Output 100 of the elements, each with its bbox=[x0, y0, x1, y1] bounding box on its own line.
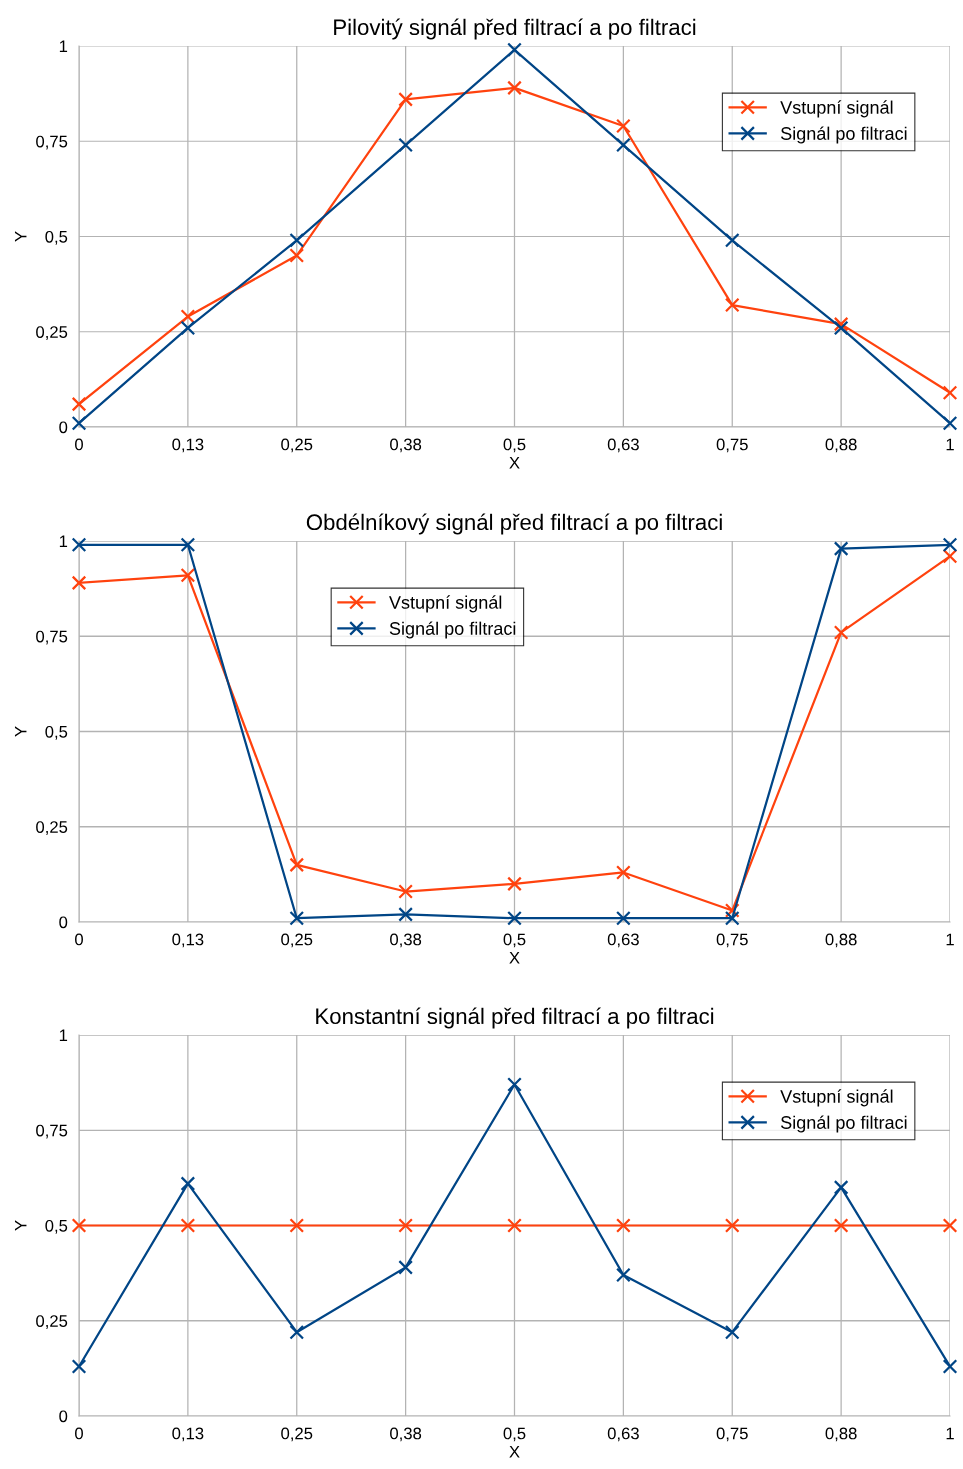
y-tick-label: 1 bbox=[59, 1029, 68, 1042]
point bbox=[71, 537, 87, 553]
x-tick-label: 0 bbox=[75, 933, 83, 946]
x-tick-label: 0 bbox=[75, 438, 83, 451]
x-tick-label: 1 bbox=[946, 1427, 954, 1440]
x-tick-label: 0,5 bbox=[503, 933, 526, 948]
chart-title: Konstantní signál před filtrací a po filtraci bbox=[316, 1007, 714, 1029]
y-tick-label: 0,75 bbox=[36, 135, 68, 150]
point bbox=[398, 907, 413, 922]
point bbox=[507, 42, 522, 58]
point bbox=[398, 884, 413, 899]
point bbox=[180, 567, 196, 583]
x-tick-label: 0,25 bbox=[281, 1427, 313, 1442]
point bbox=[724, 297, 740, 313]
point bbox=[289, 248, 305, 263]
point bbox=[180, 1218, 196, 1233]
point bbox=[833, 625, 849, 640]
point bbox=[942, 1359, 958, 1374]
y-tick-label: 1 bbox=[59, 40, 68, 53]
point bbox=[180, 1176, 196, 1191]
point bbox=[507, 876, 522, 892]
point bbox=[507, 910, 522, 926]
point bbox=[724, 910, 740, 926]
x-tick-label: 0 bbox=[75, 1427, 83, 1440]
y-tick-label: 0 bbox=[59, 421, 68, 434]
point bbox=[398, 91, 413, 107]
point bbox=[180, 320, 196, 336]
x-tick-label: 0,5 bbox=[503, 1427, 526, 1442]
x-axis-title: X bbox=[509, 1446, 520, 1458]
x-tick-label: 1 bbox=[946, 438, 954, 451]
x-tick-label: 0,75 bbox=[716, 438, 748, 453]
y-tick-label: 0,25 bbox=[36, 821, 68, 835]
x-axis-title: X bbox=[509, 952, 520, 964]
point bbox=[398, 1218, 413, 1233]
y-tick-label: 0,5 bbox=[45, 725, 68, 740]
point bbox=[71, 1359, 87, 1374]
x-tick-label: 0,38 bbox=[390, 933, 422, 948]
legend-label: Signál po filtraci bbox=[780, 1115, 907, 1133]
y-axis-title: Y bbox=[14, 231, 27, 242]
x-tick-label: 0,88 bbox=[825, 933, 857, 948]
point bbox=[616, 1218, 631, 1233]
point bbox=[71, 575, 87, 591]
y-tick-label: 0,25 bbox=[36, 326, 68, 340]
y-axis-title: Y bbox=[14, 726, 27, 737]
point bbox=[289, 857, 305, 873]
point bbox=[942, 537, 958, 553]
x-tick-label: 1 bbox=[946, 933, 954, 946]
point bbox=[942, 415, 958, 431]
legend-label: Signál po filtraci bbox=[389, 621, 516, 639]
x-tick-label: 0,63 bbox=[607, 438, 639, 453]
point bbox=[833, 541, 849, 556]
point bbox=[724, 232, 740, 248]
legend-label: Vstupní signál bbox=[780, 100, 893, 118]
point bbox=[289, 910, 305, 926]
x-tick-label: 0,88 bbox=[825, 1427, 857, 1442]
legend-label: Vstupní signál bbox=[780, 1089, 893, 1107]
x-tick-label: 0,63 bbox=[607, 1427, 639, 1442]
x-axis-title: X bbox=[509, 457, 520, 469]
point bbox=[942, 385, 958, 401]
point bbox=[616, 865, 631, 880]
point bbox=[71, 415, 87, 431]
x-tick-label: 0,13 bbox=[172, 1427, 204, 1442]
point bbox=[180, 537, 196, 553]
x-tick-label: 0,13 bbox=[172, 438, 204, 453]
point bbox=[616, 910, 631, 926]
point bbox=[289, 1218, 305, 1233]
point bbox=[833, 316, 849, 332]
point bbox=[616, 118, 631, 134]
x-tick-label: 0,38 bbox=[390, 438, 422, 453]
x-tick-label: 0,75 bbox=[716, 1427, 748, 1442]
y-tick-label: 0 bbox=[59, 1410, 68, 1423]
point bbox=[616, 1267, 631, 1283]
point bbox=[289, 232, 305, 248]
point bbox=[942, 1218, 958, 1233]
point bbox=[833, 1218, 849, 1233]
x-tick-label: 0,63 bbox=[607, 933, 639, 948]
y-tick-label: 1 bbox=[59, 535, 68, 548]
point bbox=[71, 1218, 87, 1233]
point bbox=[507, 1218, 522, 1233]
x-tick-label: 0,5 bbox=[503, 438, 526, 453]
point bbox=[180, 309, 196, 324]
y-tick-label: 0,75 bbox=[36, 630, 68, 645]
point bbox=[724, 1218, 740, 1233]
point bbox=[507, 80, 522, 96]
y-tick-label: 0,75 bbox=[36, 1124, 68, 1139]
point bbox=[398, 1260, 413, 1275]
point bbox=[833, 1180, 849, 1195]
x-tick-label: 0,88 bbox=[825, 438, 857, 453]
point bbox=[724, 1324, 740, 1340]
point bbox=[833, 320, 849, 336]
y-tick-label: 0 bbox=[59, 916, 68, 929]
point bbox=[507, 1077, 522, 1092]
x-tick-label: 0,75 bbox=[716, 933, 748, 948]
x-tick-label: 0,25 bbox=[281, 438, 313, 453]
point bbox=[398, 137, 413, 153]
point bbox=[71, 396, 87, 412]
point bbox=[289, 1324, 305, 1340]
y-tick-label: 0,5 bbox=[45, 230, 68, 245]
x-tick-label: 0,13 bbox=[172, 933, 204, 948]
chart-title: Obdélníkový signál před filtrací a po filtraci bbox=[306, 513, 722, 535]
